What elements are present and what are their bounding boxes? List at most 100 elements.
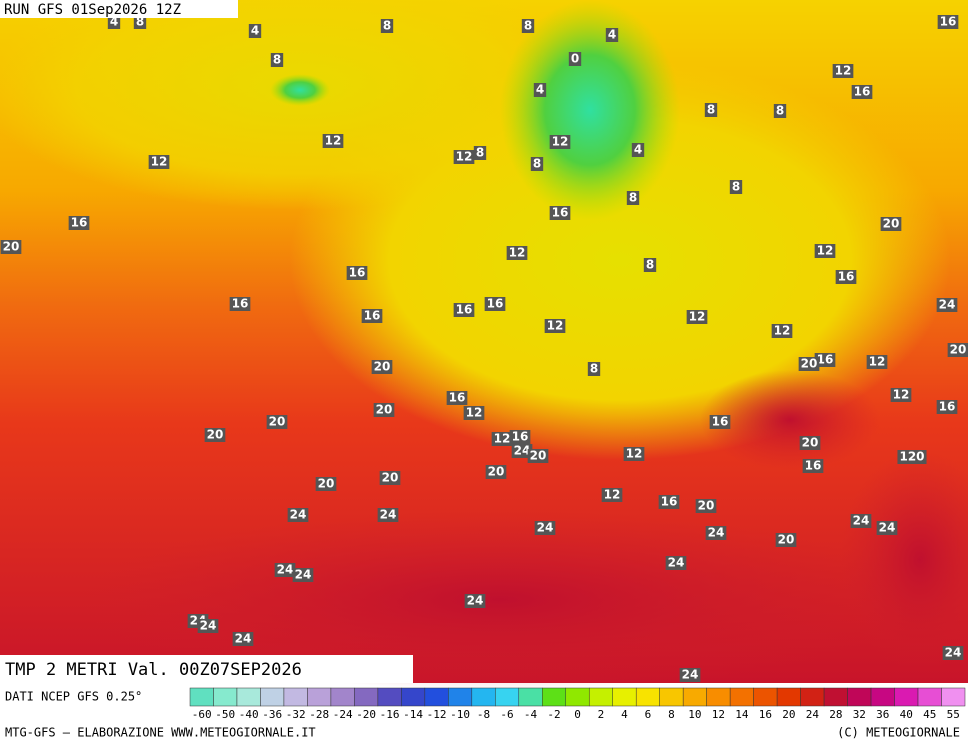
temp-label-box	[463, 406, 485, 420]
temp-label: 24	[200, 619, 217, 633]
temp-label: 8	[776, 104, 784, 118]
colorbar-cell	[823, 687, 848, 707]
temp-label: 12	[456, 150, 473, 164]
temp-label: 12	[552, 135, 569, 149]
footer-right: (C) METEOGIORNALE	[837, 726, 960, 740]
temp-label: 24	[235, 632, 252, 646]
temp-label-box	[315, 477, 337, 491]
colorbar-cell	[800, 687, 825, 707]
temp-label: 12	[835, 64, 852, 78]
temp-label-box	[287, 508, 309, 522]
temp-label-box	[248, 24, 262, 38]
temp-label: 20	[382, 471, 399, 485]
temp-label-box	[568, 52, 582, 66]
temp-label-box	[709, 415, 731, 429]
temp-label-box	[506, 246, 528, 260]
colorbar-cell	[354, 687, 379, 707]
colorbar-label: 55	[947, 708, 960, 721]
temp-label: 20	[802, 436, 819, 450]
temp-label: 12	[689, 310, 706, 324]
temp-label: 24	[290, 508, 307, 522]
colorbar-label: 40	[900, 708, 913, 721]
temp-label-box	[473, 146, 487, 160]
temp-label-box	[491, 432, 513, 446]
temp-label: 12	[509, 246, 526, 260]
temp-label: 20	[530, 449, 547, 463]
colorbar-label: 24	[806, 708, 820, 721]
temp-label: 12	[869, 355, 886, 369]
temp-label: 8	[629, 191, 637, 205]
temp-label-box	[133, 15, 147, 29]
temp-label-box	[68, 216, 90, 230]
temp-label-box	[798, 357, 820, 371]
temp-label-box	[890, 388, 912, 402]
temp-label-box	[380, 19, 394, 33]
temp-label-box	[866, 355, 888, 369]
temp-label-box	[626, 191, 640, 205]
temp-label-box	[936, 298, 958, 312]
colorbar-label: -4	[524, 708, 538, 721]
colorbar-cell	[307, 687, 332, 707]
temp-label: 16	[939, 400, 956, 414]
temp-label-box	[511, 444, 533, 458]
temp-label-box	[232, 632, 254, 646]
colorbar-label: -2	[547, 708, 560, 721]
temp-label-box	[530, 157, 544, 171]
temp-label-box	[485, 465, 507, 479]
temp-label: 24	[668, 556, 685, 570]
temp-label-box	[266, 415, 288, 429]
temp-label-box	[880, 217, 902, 231]
temp-label: 12	[151, 155, 168, 169]
temp-label: 12	[325, 134, 342, 148]
temp-label: 24	[537, 521, 554, 535]
colorbar-label: 2	[598, 708, 605, 721]
colorbar-label: -50	[215, 708, 235, 721]
temp-label: 4	[251, 24, 259, 38]
temp-label: 16	[232, 297, 249, 311]
temp-label: 16	[817, 353, 834, 367]
colorbar-cell	[448, 687, 473, 707]
temp-label-box	[835, 270, 857, 284]
temp-label-box	[464, 594, 486, 608]
temp-label-box	[686, 310, 708, 324]
colorbar-cell	[635, 687, 660, 707]
temp-label: 16	[838, 270, 855, 284]
map-background	[0, 0, 968, 690]
colorbar-label: 36	[876, 708, 889, 721]
colorbar-cell	[283, 687, 308, 707]
temp-label: 12	[774, 324, 791, 338]
temp-label: 120	[899, 450, 924, 464]
temp-label: 20	[318, 477, 335, 491]
temp-label: 8	[533, 157, 541, 171]
temp-label: 12	[466, 406, 483, 420]
source: DATI NCEP GFS 0.25°	[5, 690, 142, 704]
temp-label-box	[453, 150, 475, 164]
colorbar-label: 20	[782, 708, 795, 721]
temp-label: 16	[456, 303, 473, 317]
temp-label-box	[814, 244, 836, 258]
temp-label-box	[587, 362, 601, 376]
temp-label-box	[947, 343, 968, 357]
temp-label-box	[107, 15, 121, 29]
temp-label: 24	[853, 514, 870, 528]
temp-label: 16	[364, 309, 381, 323]
temp-label-box	[937, 15, 959, 29]
colorbar-label: -24	[333, 708, 353, 721]
temp-label: 16	[661, 495, 678, 509]
temp-label-box	[509, 430, 531, 444]
temp-label-box	[292, 568, 314, 582]
run-box	[0, 0, 238, 18]
temp-label-box	[631, 143, 645, 157]
temp-label-box	[377, 508, 399, 522]
colorbar-label: -8	[477, 708, 490, 721]
temp-label-box	[729, 180, 743, 194]
colorbar-label: 16	[759, 708, 772, 721]
temp-label-box	[204, 428, 226, 442]
colorbar-cell	[424, 687, 449, 707]
colorbar-label: -10	[450, 708, 470, 721]
temp-label: 20	[376, 403, 393, 417]
temp-label: 20	[3, 240, 20, 254]
colorbar-cell	[518, 687, 543, 707]
colorbar-cell	[236, 687, 261, 707]
